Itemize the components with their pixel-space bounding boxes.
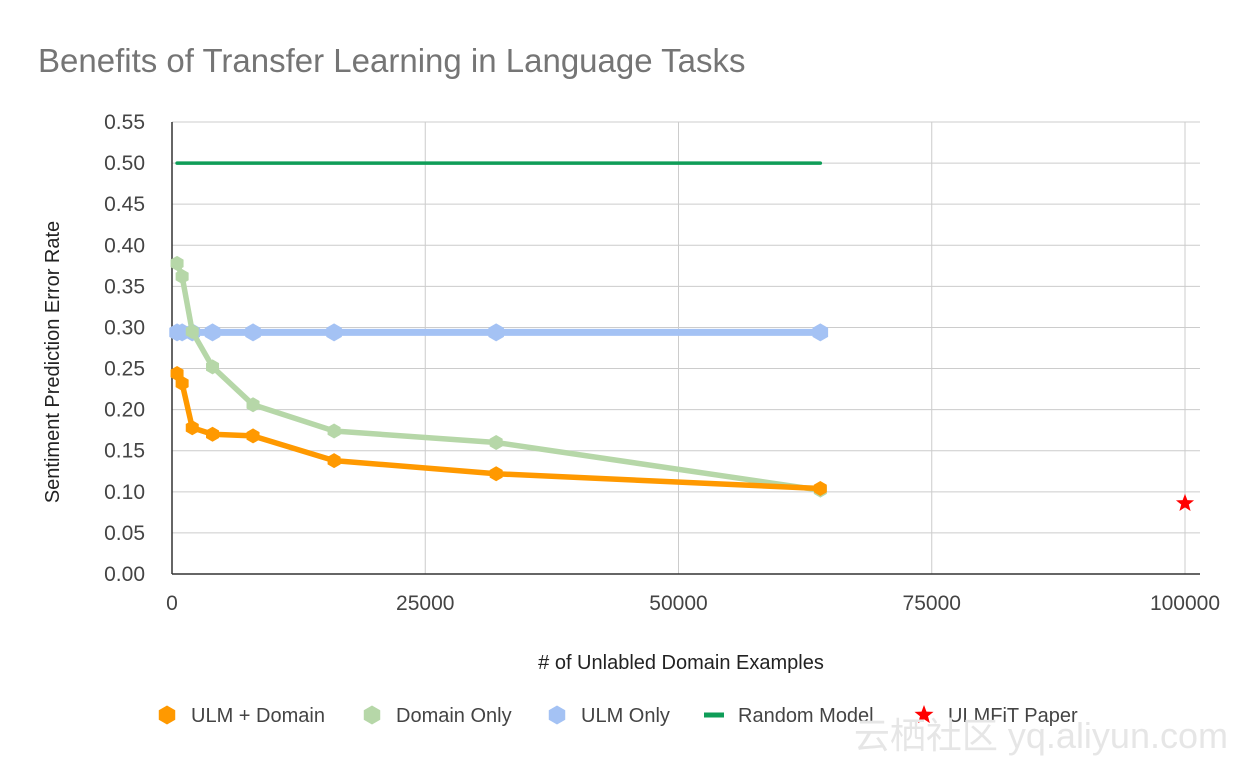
- data-point: [245, 323, 261, 342]
- chart-title: Benefits of Transfer Learning in Languag…: [38, 42, 746, 79]
- data-point: [327, 453, 341, 469]
- legend: ULM + Domain Domain Only ULM Only Random Mo…: [158, 705, 1078, 727]
- series-ulm-domain: [170, 365, 827, 497]
- x-tick-label: 75000: [903, 592, 961, 615]
- x-tick-label: 50000: [649, 592, 707, 615]
- data-point: [488, 323, 504, 342]
- y-tick-label: 0.40: [104, 234, 145, 257]
- legend-label: Domain Only: [396, 705, 512, 727]
- legend-item: ULMFiT Paper: [914, 705, 1078, 727]
- data-point: [175, 375, 189, 391]
- data-point: [185, 324, 199, 340]
- legend-swatch: [548, 705, 566, 725]
- legend-swatch: [914, 705, 934, 724]
- y-tick-label: 0.15: [104, 440, 145, 463]
- legend-label: ULM + Domain: [191, 705, 325, 727]
- y-tick-label: 0.20: [104, 399, 145, 422]
- watermark: 云栖社区 yq.aliyun.com: [854, 715, 1228, 756]
- data-point: [246, 397, 260, 413]
- series-ulm-only: [169, 323, 829, 342]
- y-tick-label: 0.05: [104, 522, 145, 545]
- y-axis-ticks: 0.00 0.05 0.10 0.15 0.20 0.25 0.30 0.35 0.40 0.45…: [104, 111, 145, 586]
- series-line: [174, 370, 824, 492]
- data-point: [204, 323, 221, 342]
- data-point: [326, 323, 342, 342]
- data-point: [175, 269, 189, 284]
- legend-swatch: [704, 712, 724, 718]
- y-tick-label: 0.30: [104, 316, 145, 339]
- data-point: [206, 359, 220, 375]
- series-domain-only: [170, 255, 827, 498]
- y-tick-label: 0.25: [104, 358, 145, 381]
- y-axis-label: Sentiment Prediction Error Rate: [42, 221, 64, 503]
- y-tick-label: 0.10: [104, 481, 145, 504]
- legend-label: ULMFiT Paper: [948, 705, 1078, 727]
- legend-label: Random Model: [738, 705, 874, 727]
- series-line: [174, 260, 824, 493]
- data-point: [327, 423, 341, 439]
- legend-item: Random Model: [704, 705, 874, 727]
- data-point: [246, 428, 260, 444]
- axes: [171, 122, 1200, 575]
- data-point: [1175, 493, 1195, 512]
- y-tick-label: 0.55: [104, 111, 145, 134]
- grid: [172, 121, 1200, 574]
- legend-item: Domain Only: [363, 705, 512, 727]
- data-point: [170, 255, 184, 271]
- y-tick-label: 0.35: [104, 275, 145, 298]
- legend-item: ULM + Domain: [158, 705, 325, 727]
- data-point: [489, 435, 503, 451]
- legend-swatch: [363, 705, 381, 725]
- data-point: [812, 323, 829, 342]
- y-tick-label: 0.00: [104, 563, 145, 586]
- series-layer: [169, 161, 1195, 512]
- legend-swatch: [158, 705, 176, 725]
- series-ulmfit-paper: [1175, 493, 1195, 512]
- x-tick-label: 100000: [1150, 592, 1220, 615]
- x-tick-label: 25000: [396, 592, 454, 615]
- data-point: [206, 426, 220, 442]
- legend-label: ULM Only: [581, 705, 670, 727]
- legend-item: ULM Only: [548, 705, 670, 727]
- data-point: [489, 466, 503, 482]
- x-axis-ticks: 0 25000 50000 75000 100000: [166, 592, 1220, 615]
- data-point: [185, 420, 199, 436]
- y-tick-label: 0.45: [104, 193, 145, 216]
- data-point: [813, 481, 827, 497]
- x-tick-label: 0: [166, 592, 178, 615]
- y-tick-label: 0.50: [104, 152, 145, 175]
- x-axis-label: # of Unlabled Domain Examples: [538, 652, 824, 674]
